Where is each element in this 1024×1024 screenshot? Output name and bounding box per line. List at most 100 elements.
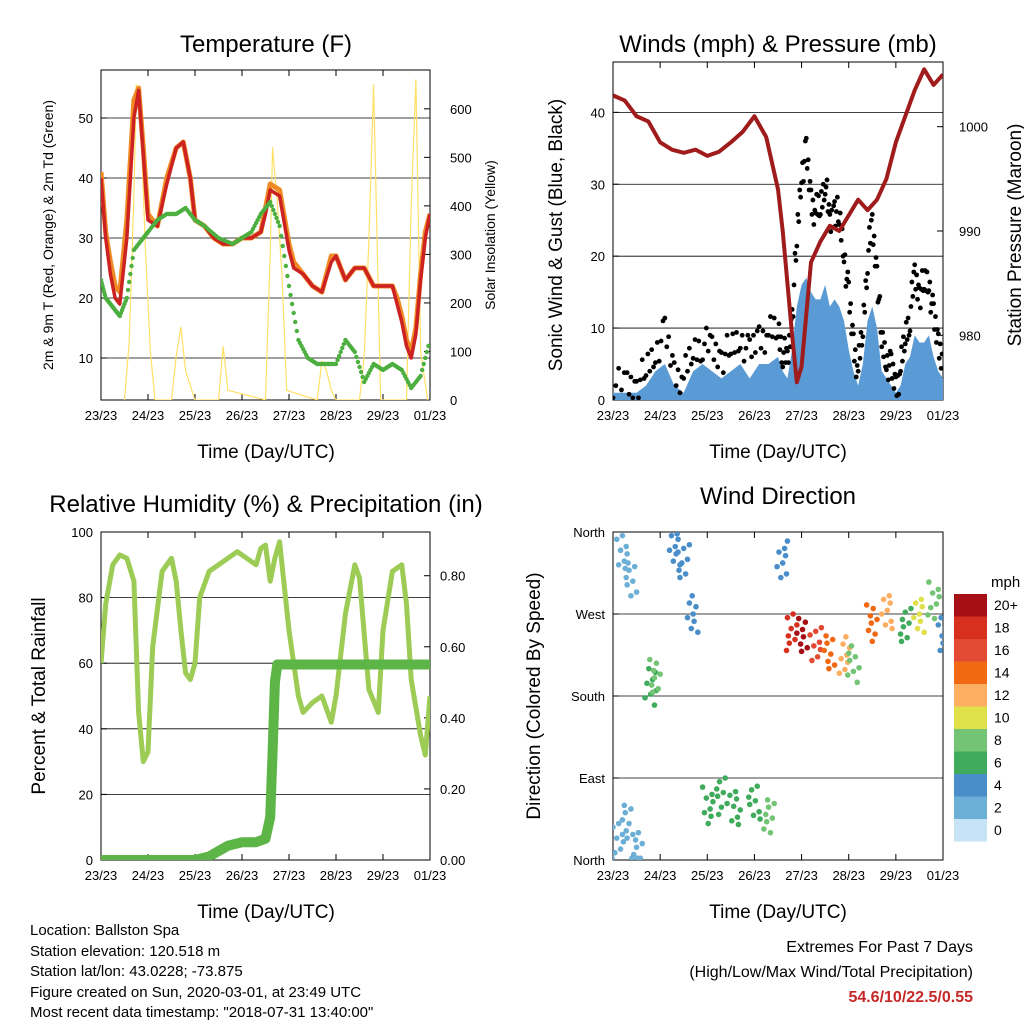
- gust-point: [808, 187, 814, 193]
- direction-point: [648, 682, 655, 688]
- gust-point: [860, 334, 866, 340]
- direction-point: [727, 792, 733, 799]
- direction-point: [845, 650, 852, 656]
- direction-point: [799, 626, 806, 633]
- x-tick-label: 28/23: [320, 408, 353, 423]
- gust-point: [690, 355, 696, 361]
- direction-point: [850, 668, 857, 675]
- direction-point: [814, 654, 821, 660]
- direction-point: [927, 604, 934, 611]
- direction-point: [872, 631, 878, 637]
- direction-point: [703, 795, 710, 801]
- direction-point: [686, 600, 693, 606]
- direction-point: [936, 593, 943, 600]
- dewpoint-point: [283, 263, 289, 269]
- dewpoint-point: [333, 361, 339, 367]
- gust-point: [694, 357, 700, 363]
- gust-point: [855, 368, 861, 374]
- gust-point: [865, 271, 870, 276]
- dewpoint-point: [360, 374, 365, 380]
- extremes-heading: Extremes For Past 7 Days: [786, 939, 973, 956]
- gust-point: [901, 348, 907, 354]
- direction-point: [842, 666, 848, 673]
- station-latlon: Station lat/lon: 43.0228; -73.875: [30, 963, 243, 981]
- direction-point: [807, 632, 813, 638]
- winds-ylabel-right: Station Pressure (Maroon): [1005, 124, 1024, 347]
- direction-point: [940, 640, 943, 646]
- gust-point: [909, 279, 915, 285]
- gust-point: [769, 334, 775, 340]
- direction-legend-title: mph: [991, 574, 1020, 591]
- direction-point: [633, 844, 640, 851]
- gust-point: [754, 328, 760, 334]
- direction-point: [818, 624, 825, 631]
- gust-point: [904, 337, 910, 342]
- direction-point: [783, 647, 790, 654]
- gust-point: [779, 360, 785, 366]
- direction-point: [713, 786, 720, 792]
- x-tick-label: 23/23: [85, 868, 118, 883]
- y-tick-label: 30: [79, 231, 93, 246]
- direction-point: [686, 541, 693, 548]
- direction-point: [651, 674, 658, 681]
- x-tick-label: 01/23: [414, 868, 447, 883]
- gust-point: [797, 187, 803, 193]
- gust-point: [715, 364, 721, 370]
- gust-point: [719, 350, 724, 355]
- y-tick-label: 50: [79, 111, 93, 126]
- gust-point: [662, 315, 668, 321]
- gust-point: [619, 387, 624, 393]
- legend-swatch: [954, 661, 987, 684]
- gust-point: [847, 309, 853, 315]
- gust-point: [703, 325, 709, 331]
- gust-point: [882, 340, 887, 345]
- dewpoint-point: [423, 355, 428, 361]
- humidity-ylabel-left: Percent & Total Rainfall: [29, 597, 50, 794]
- direction-point: [709, 791, 715, 798]
- direction-point: [639, 840, 646, 847]
- gust-point: [700, 357, 705, 363]
- gust-point: [915, 296, 920, 302]
- gust-point: [861, 302, 867, 308]
- direction-point: [624, 551, 630, 557]
- gust-point: [791, 282, 797, 288]
- gust-point: [654, 340, 660, 345]
- direction-point: [918, 596, 925, 603]
- solar-insolation-line: [123, 79, 429, 400]
- y-tick-label: 80: [79, 591, 93, 606]
- direction-point: [938, 614, 943, 621]
- y-tick-label: West: [576, 607, 606, 622]
- gust-point: [853, 374, 859, 380]
- direction-point: [752, 797, 759, 804]
- direction-point: [615, 820, 622, 827]
- x-tick-label: 23/23: [597, 868, 630, 883]
- dewpoint-point: [282, 253, 287, 259]
- gust-point: [863, 278, 869, 284]
- temperature-series-layer: [101, 79, 430, 400]
- direction-point: [619, 817, 626, 823]
- temperature-ylabel-right: Solar Insolation (Yellow): [482, 160, 498, 310]
- y2-tick-label: 600: [450, 102, 472, 117]
- gust-point: [626, 391, 632, 397]
- gust-point: [720, 370, 726, 376]
- direction-point: [695, 629, 701, 636]
- gust-point: [624, 370, 630, 376]
- gust-point: [722, 351, 728, 357]
- dewpoint-point: [291, 310, 296, 316]
- gust-point: [793, 258, 799, 263]
- direction-point: [733, 796, 740, 802]
- direction-point: [750, 812, 757, 819]
- gust-point: [866, 248, 871, 253]
- gust-point: [899, 344, 904, 350]
- gust-point: [823, 184, 829, 190]
- gust-point: [673, 383, 679, 389]
- plot-frame: [612, 531, 944, 861]
- gust-point: [939, 351, 943, 357]
- dewpoint-point: [288, 292, 293, 298]
- dewpoint-point: [125, 287, 131, 293]
- gust-point: [658, 338, 664, 344]
- x-tick-label: 27/23: [785, 408, 818, 423]
- direction-point: [754, 783, 761, 789]
- gust-point: [681, 376, 687, 381]
- gust-point: [818, 212, 823, 217]
